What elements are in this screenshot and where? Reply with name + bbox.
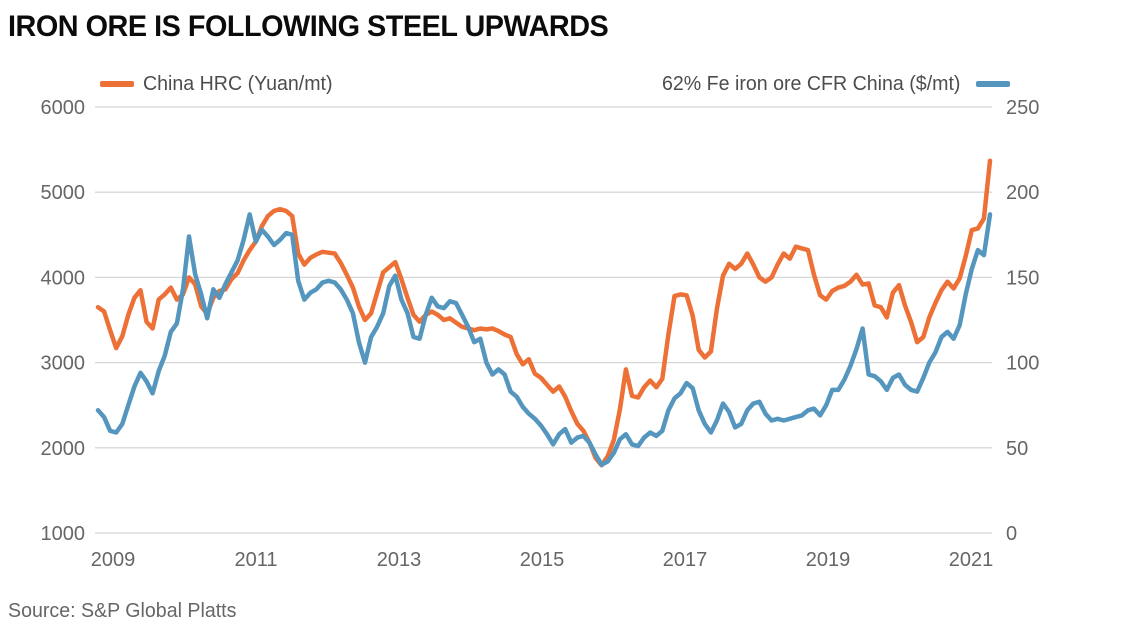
y-axis-left-label: 4000 — [41, 267, 86, 289]
y-axis-right-label: 150 — [1006, 267, 1039, 289]
x-axis-label: 2009 — [91, 549, 136, 571]
chart-title: IRON ORE IS FOLLOWING STEEL UPWARDS — [8, 10, 609, 43]
y-axis-left-label: 2000 — [41, 438, 86, 460]
y-axis-right-label: 50 — [1006, 438, 1028, 460]
x-axis-labels: 2009 2011 2013 2015 2017 2019 2021 — [91, 549, 994, 571]
y-axis-left-label: 6000 — [41, 97, 86, 119]
y-axis-right-label: 100 — [1006, 353, 1039, 375]
y-axis-right-label: 0 — [1006, 523, 1017, 545]
source-note: Source: S&P Global Platts — [8, 600, 237, 622]
series-line-hrc — [95, 158, 993, 468]
hrc-line-swatch-icon — [100, 81, 134, 87]
legend-item-hrc: China HRC (Yuan/mt) — [100, 73, 336, 96]
y-axis-left-labels: 6000 5000 4000 3000 2000 1000 — [41, 97, 86, 545]
gridlines — [95, 106, 992, 534]
x-axis-label: 2021 — [949, 549, 994, 571]
y-axis-left-label: 1000 — [41, 523, 86, 545]
x-axis-label: 2015 — [520, 549, 565, 571]
legend: China HRC (Yuan/mt) 62% Fe iron ore CFR … — [100, 72, 1010, 96]
y-axis-right-label: 250 — [1006, 97, 1039, 119]
y-axis-left-label: 5000 — [41, 182, 86, 204]
x-axis-label: 2017 — [663, 549, 708, 571]
x-axis-label: 2019 — [806, 549, 851, 571]
series-lines — [95, 158, 993, 468]
y-axis-left-label: 3000 — [41, 353, 86, 375]
y-axis-right-labels: 250 200 150 100 50 0 — [1006, 97, 1039, 545]
series-line-ore — [95, 212, 993, 468]
x-axis-label: 2013 — [377, 549, 422, 571]
y-axis-right-label: 200 — [1006, 182, 1039, 204]
legend-item-ore: 62% Fe iron ore CFR China ($/mt) — [662, 73, 1010, 96]
ore-line-swatch-icon — [976, 81, 1010, 87]
x-axis-label: 2011 — [234, 549, 277, 571]
legend-label-ore: 62% Fe iron ore CFR China ($/mt) — [662, 72, 961, 95]
legend-label-hrc: China HRC (Yuan/mt) — [143, 72, 333, 95]
